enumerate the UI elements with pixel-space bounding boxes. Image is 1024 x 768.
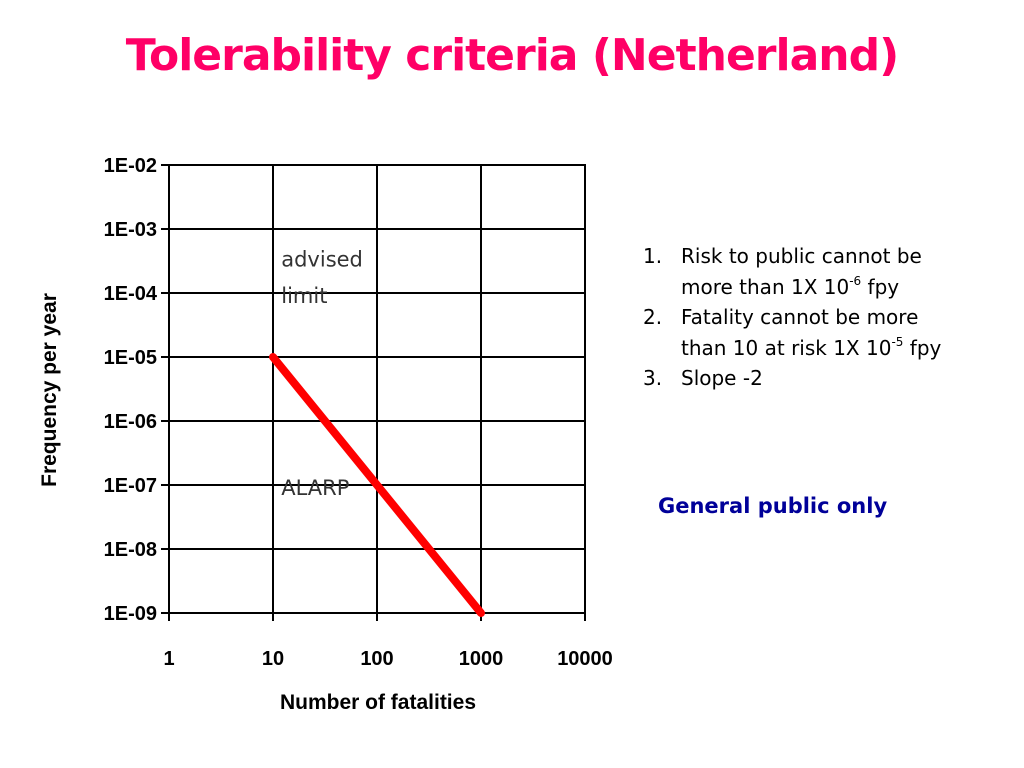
criteria-text: fpy <box>861 274 900 299</box>
x-tick-label: 1 <box>163 648 174 670</box>
list-number: 3. <box>643 366 663 390</box>
series-line <box>269 353 485 617</box>
x-tick-label: 10 <box>262 648 284 670</box>
annotation-label: ALARP <box>281 476 349 500</box>
y-axis-label: Frequency per year <box>38 293 61 487</box>
x-axis-label: Number of fatalities <box>280 691 476 714</box>
y-tick-label: 1E-03 <box>104 219 157 241</box>
list-number: 2. <box>643 305 663 329</box>
criteria-text: than 10 at risk 1X 10 <box>681 335 892 360</box>
criteria-text: fpy <box>903 335 942 360</box>
x-tick-label: 10000 <box>557 648 613 670</box>
x-tick-labels: 1 10 100 1000 10000 <box>163 648 612 670</box>
criteria-text: Fatality cannot be more <box>681 305 919 329</box>
criteria-text: more than 1X 10 <box>681 274 850 299</box>
criteria-item: 2. Fatality cannot be more than 10 at ri… <box>643 302 1013 363</box>
slide-title: Tolerability criteria (Netherland) <box>125 30 899 81</box>
y-tick-label: 1E-07 <box>104 475 157 497</box>
criteria-text: Slope -2 <box>681 366 763 390</box>
exponent: -5 <box>891 334 904 349</box>
series-lines <box>269 353 485 617</box>
y-tick-label: 1E-06 <box>104 411 157 433</box>
criteria-list: 1. Risk to public cannot be more than 1X… <box>643 241 1013 394</box>
annotation-label: advised <box>281 247 363 271</box>
criteria-item: 1. Risk to public cannot be more than 1X… <box>643 241 1013 302</box>
plot-frame <box>161 164 586 621</box>
criteria-item: 3. Slope -2 <box>643 363 1013 394</box>
y-tick-label: 1E-05 <box>104 347 157 369</box>
x-tick-label: 1000 <box>459 648 504 670</box>
y-tick-label: 1E-09 <box>104 603 157 625</box>
annotation-label: limit <box>281 284 327 308</box>
x-tick-label: 100 <box>360 648 393 670</box>
annotations: advised limit ALARP <box>281 247 363 499</box>
list-number: 1. <box>643 244 663 268</box>
y-tick-label: 1E-02 <box>104 155 157 177</box>
grid-lines <box>168 164 586 614</box>
criteria-text: Risk to public cannot be <box>681 244 922 268</box>
y-tick-labels: 1E-02 1E-03 1E-04 1E-05 1E-06 1E-07 1E-08 1E-09 <box>104 155 158 625</box>
general-public-note: General public only <box>658 494 888 518</box>
y-tick-label: 1E-04 <box>104 283 158 305</box>
y-tick-label: 1E-08 <box>104 539 157 561</box>
exponent: -6 <box>849 273 862 288</box>
